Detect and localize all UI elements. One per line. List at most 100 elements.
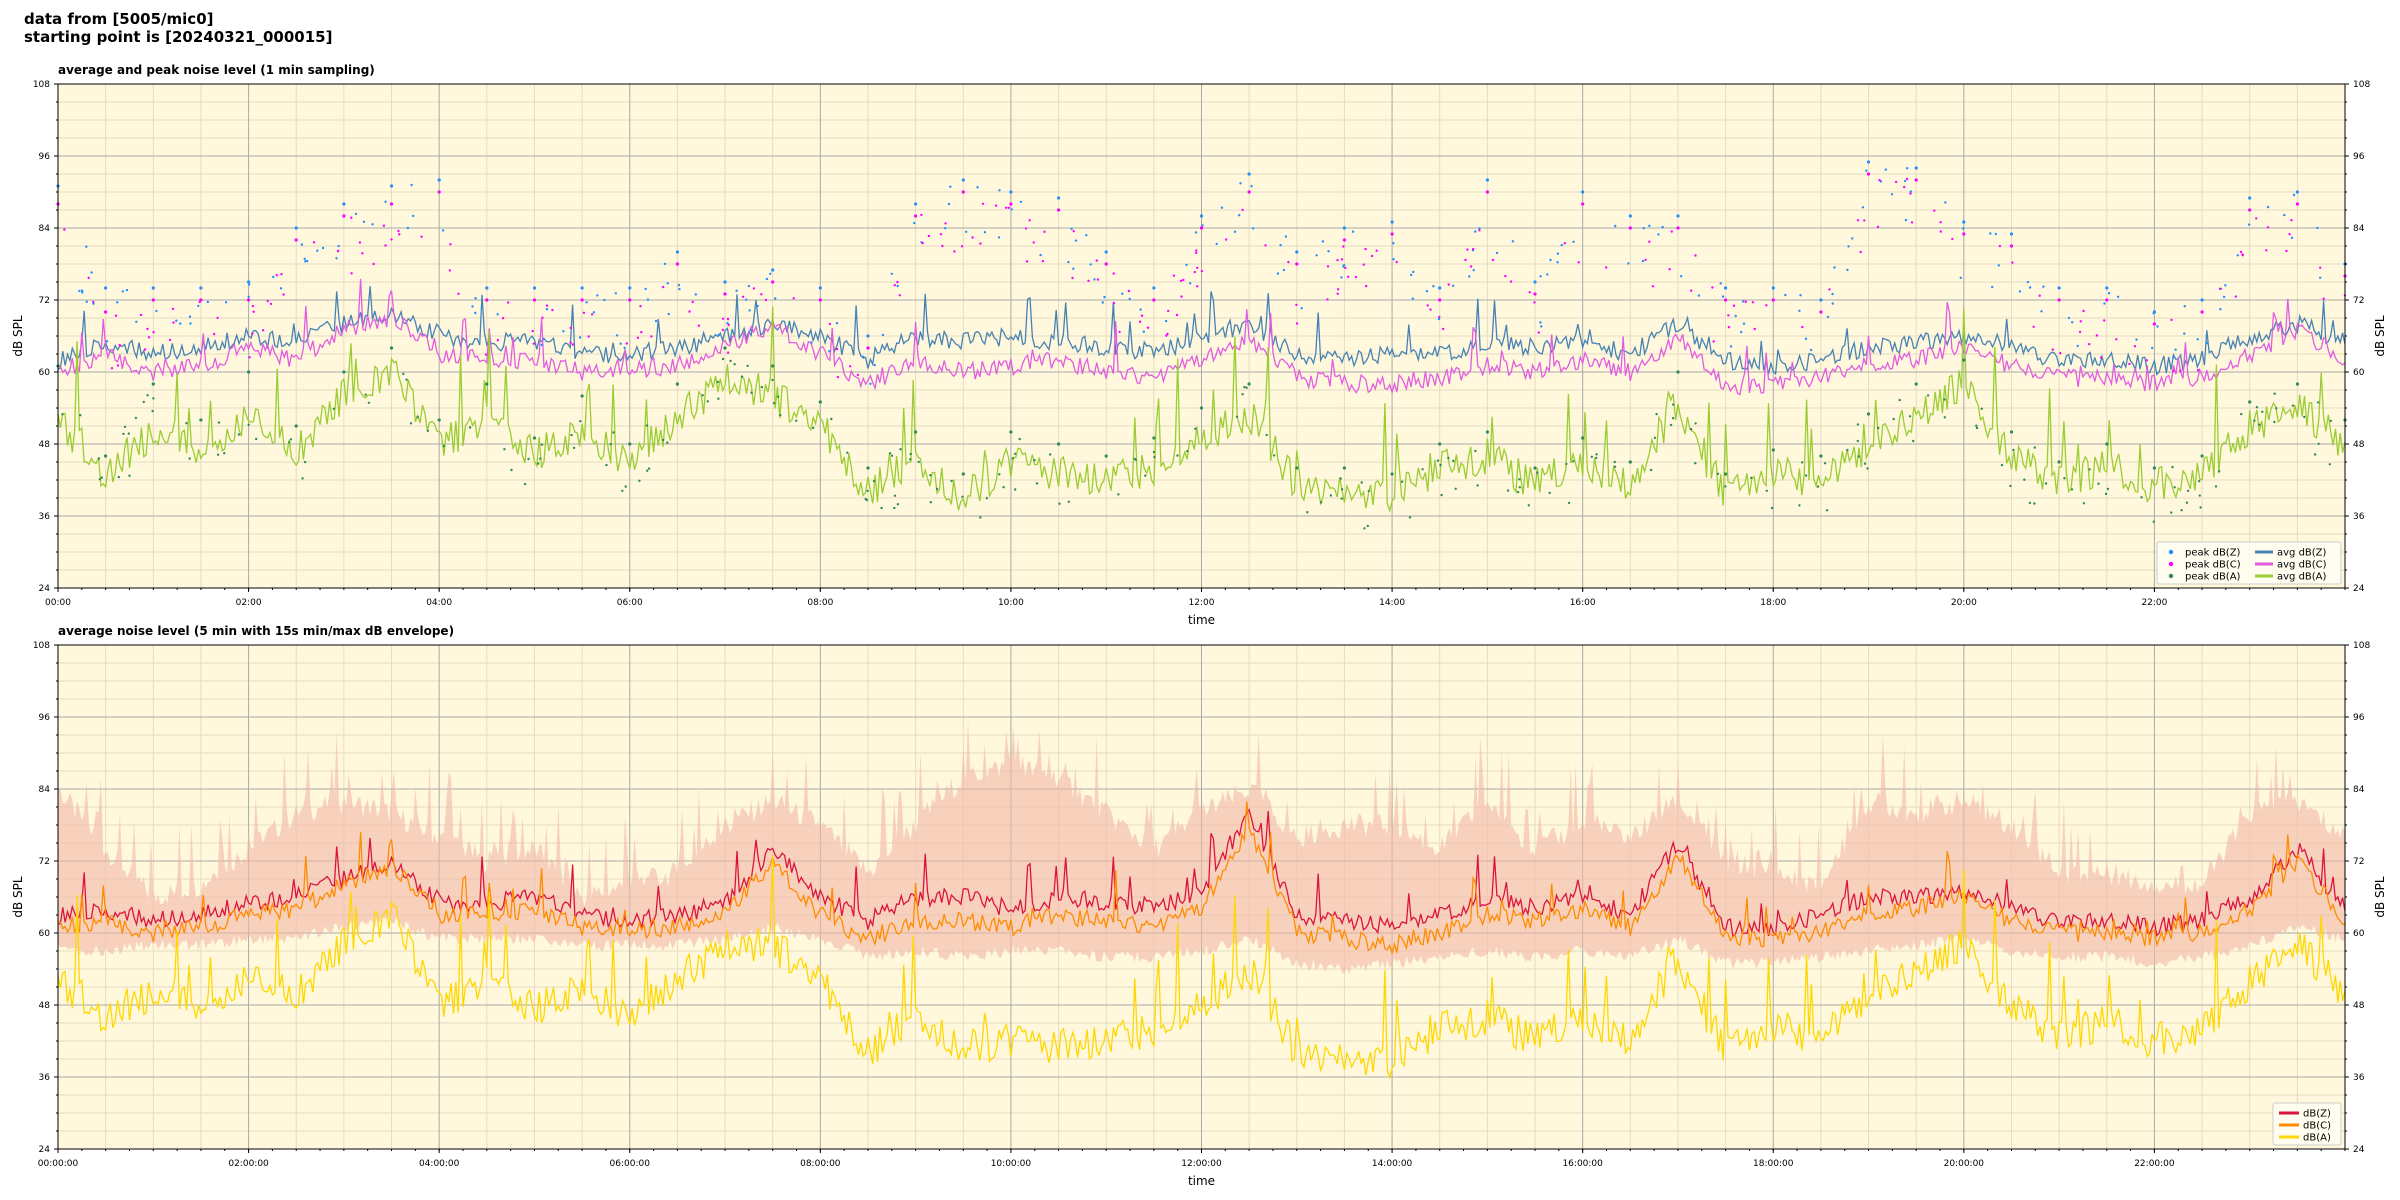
data-point-peak-db-z- [1846, 268, 1849, 272]
data-point-peak-db-c- [484, 353, 488, 356]
data-point-peak-db-z- [1865, 169, 1868, 172]
legend-label: peak dB(A) [2185, 572, 2241, 583]
data-point-peak-db-c- [866, 346, 870, 350]
x-tick-label: 12:00 [1189, 598, 1215, 608]
data-point-peak-db-a- [1438, 442, 1442, 446]
data-point-peak-db-z- [1085, 234, 1088, 237]
data-point-peak-db-c- [981, 202, 985, 205]
data-point-peak-db-z- [2018, 290, 2022, 293]
data-point-peak-db-z- [1437, 317, 1441, 321]
data-point-peak-db-a- [1798, 504, 1801, 507]
series-peak-db-z- [56, 160, 2347, 385]
data-point-peak-db-z- [1485, 178, 1489, 182]
data-point-peak-db-z- [2151, 346, 2154, 350]
data-point-peak-db-z- [614, 292, 617, 295]
data-point-peak-db-a- [624, 485, 627, 488]
data-point-peak-db-a- [1565, 462, 1568, 466]
data-point-peak-db-z- [80, 289, 84, 292]
data-point-peak-db-z- [1904, 218, 1908, 222]
data-point-peak-db-c- [1041, 260, 1045, 263]
data-point-peak-db-a- [1914, 382, 1918, 386]
y-tick-label: 48 [2353, 1001, 2365, 1011]
data-point-peak-db-c- [2095, 334, 2099, 337]
data-point-peak-db-a- [2329, 419, 2332, 423]
data-point-peak-db-a- [2273, 420, 2276, 424]
data-point-peak-db-z- [654, 319, 658, 323]
data-point-peak-db-z- [2236, 254, 2239, 257]
data-point-peak-db-z- [155, 309, 158, 313]
data-point-peak-db-a- [1360, 481, 1363, 484]
data-point-peak-db-a- [909, 452, 912, 456]
data-point-peak-db-a- [893, 494, 897, 497]
data-point-peak-db-z- [745, 298, 748, 301]
data-point-peak-db-c- [172, 321, 175, 324]
data-point-peak-db-z- [85, 245, 88, 248]
panel-title: average and peak noise level (1 min samp… [58, 63, 375, 77]
data-point-peak-db-z- [224, 301, 228, 304]
y-tick-label: 96 [39, 152, 51, 162]
y-tick-label: 72 [39, 857, 50, 867]
data-point-peak-db-c- [590, 313, 594, 316]
data-point-peak-db-c- [1196, 266, 1199, 270]
data-point-peak-db-z- [306, 259, 309, 263]
data-point-peak-db-z- [818, 286, 822, 290]
data-point-peak-db-a- [2028, 501, 2032, 505]
data-point-peak-db-a- [1452, 459, 1455, 463]
data-point-peak-db-z- [300, 243, 304, 246]
data-point-peak-db-c- [1395, 260, 1398, 264]
x-tick-label: 14:00 [1379, 598, 1405, 608]
data-point-peak-db-a- [888, 452, 892, 455]
data-point-peak-db-z- [1511, 240, 1515, 243]
data-point-peak-db-z- [2292, 193, 2296, 197]
data-point-peak-db-a- [503, 448, 506, 451]
data-point-peak-db-c- [2115, 338, 2118, 341]
y-tick-label: 96 [39, 713, 51, 723]
legend-label: dB(C) [2303, 1121, 2331, 1132]
data-point-peak-db-a- [701, 394, 704, 397]
data-point-peak-db-a- [532, 436, 537, 440]
data-point-peak-db-z- [335, 257, 338, 260]
y-axis-label-right: dB SPL [2373, 876, 2387, 918]
data-point-peak-db-c- [1856, 219, 1860, 222]
data-point-peak-db-z- [540, 343, 543, 347]
data-point-peak-db-z- [723, 280, 727, 284]
data-point-peak-db-z- [562, 330, 565, 333]
data-point-peak-db-z- [675, 250, 680, 254]
data-point-peak-db-a- [1144, 474, 1147, 477]
data-point-peak-db-c- [2295, 202, 2299, 206]
data-point-peak-db-a- [1454, 487, 1457, 490]
data-point-peak-db-z- [596, 294, 599, 297]
header-source: data from [5005/mic0] [24, 10, 214, 28]
x-axis-label: time [1188, 613, 1215, 627]
data-point-peak-db-c- [1043, 230, 1046, 233]
data-point-peak-db-a- [2088, 468, 2091, 471]
data-point-peak-db-a- [812, 426, 815, 430]
data-point-peak-db-a- [2253, 419, 2256, 422]
data-point-peak-db-a- [1628, 460, 1632, 464]
data-point-peak-db-c- [251, 332, 254, 335]
x-tick-label: 16:00:00 [1562, 1159, 1603, 1169]
y-tick-label: 24 [2353, 1145, 2365, 1155]
data-point-peak-db-a- [1613, 460, 1617, 464]
y-tick-label: 36 [39, 512, 51, 522]
data-point-peak-db-z- [1581, 190, 1585, 194]
data-point-peak-db-a- [527, 457, 530, 461]
data-point-peak-db-z- [410, 183, 413, 187]
data-point-peak-db-a- [2214, 485, 2218, 488]
data-point-peak-db-c- [960, 245, 964, 248]
data-point-peak-db-c- [1744, 300, 1748, 303]
data-point-peak-db-c- [2128, 362, 2131, 366]
panel-title: average noise level (5 min with 15s min/… [58, 624, 454, 638]
data-point-peak-db-c- [147, 336, 151, 339]
data-point-peak-db-z- [1039, 253, 1042, 257]
data-point-peak-db-c- [1724, 298, 1728, 302]
data-point-peak-db-a- [750, 391, 753, 394]
data-point-peak-db-a- [1247, 382, 1251, 386]
data-point-peak-db-c- [2290, 219, 2293, 222]
data-point-peak-db-a- [151, 409, 154, 413]
data-point-peak-db-z- [578, 336, 582, 339]
data-point-peak-db-a- [1694, 422, 1697, 425]
data-point-peak-db-c- [2103, 319, 2106, 322]
data-point-peak-db-c- [1894, 180, 1898, 184]
data-point-peak-db-z- [1425, 290, 1429, 293]
